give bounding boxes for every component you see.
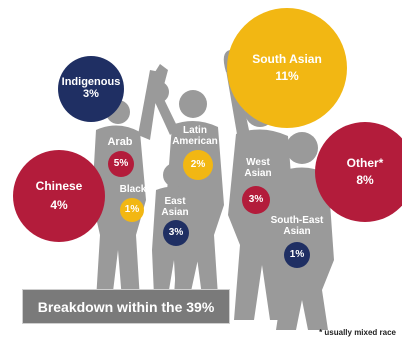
label-latin-american: Latin American [172,125,218,147]
value-chinese: 4% [50,198,68,212]
chart-title: Breakdown within the 39% [22,289,230,324]
bubble-latin-american: 2% [183,150,213,180]
bubble-east-asian: 3% [163,220,189,246]
bubble-south-east-asian: 1% [284,242,310,268]
label-west-asian: West Asian [244,157,272,179]
label-south-east-asian: South-East Asian [270,215,324,237]
value-south-asian: 11% [275,69,299,83]
label-chinese: Chinese [35,179,83,194]
label-other: Other* [346,156,384,171]
bubble-black: 1% [120,198,144,222]
value-arab: 5% [113,157,129,169]
label-arab: Arab [107,136,133,148]
bubble-west-asian: 3% [242,186,270,214]
value-indigenous: 3% [83,88,99,100]
value-other: 8% [356,173,374,187]
bubble-south-asian: South Asian 11% [227,8,347,128]
bubble-chinese: Chinese 4% [13,150,105,242]
value-latin-american: 2% [190,158,206,170]
label-indigenous: Indigenous [61,76,121,89]
bubble-arab: 5% [108,151,134,177]
label-black: Black [119,184,147,195]
label-east-asian: East Asian [161,196,189,218]
value-west-asian: 3% [248,193,264,205]
value-east-asian: 3% [168,226,184,238]
bubble-indigenous: Indigenous 3% [58,56,124,122]
label-south-asian: South Asian [252,52,322,67]
value-south-east-asian: 1% [289,248,305,260]
footnote: * usually mixed race [319,328,396,337]
value-black: 1% [124,203,140,215]
bubble-other: Other* 8% [315,122,402,222]
